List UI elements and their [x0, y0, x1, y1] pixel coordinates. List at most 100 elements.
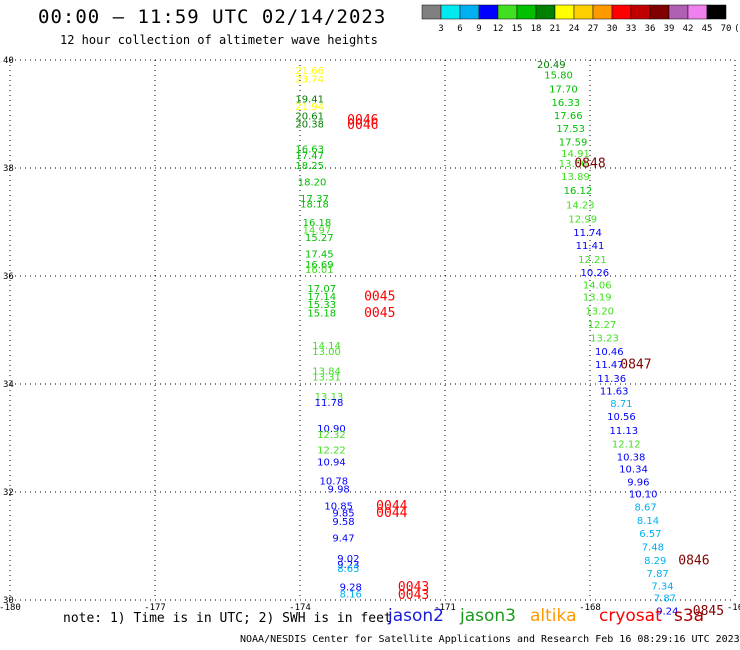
- swh-data-point: 13.31: [312, 373, 341, 384]
- colorbar-swatch: [668, 4, 689, 20]
- colorbar-label: 36: [645, 24, 656, 34]
- swh-data-point: 8.67: [634, 503, 656, 514]
- pass-time-label: 0044: [376, 499, 407, 514]
- footer-credit: NOAA/NESDIS Center for Satellite Applica…: [240, 634, 740, 645]
- swh-data-point: 13.84: [312, 367, 341, 378]
- footer-note: note: 1) Time is in UTC; 2) SWH is in fe…: [63, 611, 392, 626]
- swh-data-point: 7.87: [647, 569, 669, 580]
- pass-time-label: 0046: [347, 118, 378, 133]
- swh-data-point: 9.96: [627, 477, 649, 488]
- colorbar-label: 45: [702, 24, 713, 34]
- swh-data-point: 9.58: [332, 517, 354, 528]
- swh-data-point: 8.14: [637, 516, 659, 527]
- swh-data-point: 11.63: [600, 387, 629, 398]
- legend-cryosat: cryosat: [599, 606, 662, 626]
- swh-data-point: 17.59: [559, 138, 588, 149]
- swh-data-point: 13.89: [561, 172, 590, 183]
- swh-data-point: 12.22: [317, 445, 346, 456]
- colorbar-label: 9: [476, 24, 481, 34]
- swh-data-point: 17.37: [300, 194, 329, 205]
- x-tick-label: -174: [289, 603, 311, 613]
- colorbar-swatch: [592, 4, 613, 20]
- colorbar-label: 18: [531, 24, 542, 34]
- colorbar-label: 42: [683, 24, 694, 34]
- colorbar-swatch: [611, 4, 632, 20]
- colorbar-label: 15: [512, 24, 523, 34]
- swh-data-point: 23.74: [295, 74, 324, 85]
- swh-data-point: 12.21: [578, 255, 607, 266]
- swh-data-point: 9.24: [656, 606, 678, 617]
- x-tick-label: -168: [579, 603, 601, 613]
- swh-data-point: 17.47: [295, 151, 324, 162]
- swh-data-point: 9.23: [337, 560, 359, 571]
- swh-data-point: 9.02: [337, 554, 359, 565]
- pass-time-label: 0045: [364, 306, 395, 321]
- swh-data-point: 17.66: [554, 111, 583, 122]
- x-tick-label: -171: [434, 603, 456, 613]
- pass-time-label: 0046: [347, 113, 378, 128]
- swh-data-point: 11.74: [573, 228, 602, 239]
- swh-data-point: 18.18: [300, 200, 329, 211]
- swh-data-point: 12.27: [588, 320, 617, 331]
- pass-time-label: 0044: [376, 506, 407, 521]
- swh-data-point: 8.16: [340, 590, 362, 601]
- swh-data-point: 7.48: [642, 543, 664, 554]
- swh-data-point: 12.12: [612, 439, 641, 450]
- x-tick-label: -16: [727, 603, 740, 613]
- swh-data-point: 17.45: [305, 249, 334, 260]
- swh-data-point: 17.53: [556, 124, 585, 135]
- swh-data-point: 15.18: [307, 308, 336, 319]
- swh-data-point: 20.49: [537, 60, 566, 71]
- colorbar-swatch: [649, 4, 670, 20]
- colorbar-label: 21: [550, 24, 561, 34]
- colorbar-label: 24: [569, 24, 580, 34]
- y-tick-label: 38: [3, 164, 14, 174]
- colorbar-label: 12: [493, 24, 504, 34]
- pass-time-label: 0045: [364, 290, 395, 305]
- colorbar-swatch: [706, 4, 727, 20]
- swh-data-point: 11.41: [576, 241, 605, 252]
- swh-data-point: 11.13: [610, 426, 639, 437]
- y-tick-label: 40: [3, 56, 14, 66]
- swh-data-point: 10.38: [617, 452, 646, 463]
- colorbar-swatch: [421, 4, 442, 20]
- swh-data-point: 9.47: [332, 533, 354, 544]
- swh-data-point: 13.23: [590, 334, 619, 345]
- swh-data-point: 10.26: [581, 268, 610, 279]
- pass-time-label: 0848: [574, 157, 605, 172]
- swh-data-point: 14.14: [312, 341, 341, 352]
- swh-data-point: 21.94: [295, 102, 324, 113]
- swh-data-point: 17.14: [307, 292, 336, 303]
- y-tick-label: 36: [3, 272, 14, 282]
- swh-data-point: 14.91: [561, 149, 590, 160]
- swh-data-point: 16.63: [295, 145, 324, 156]
- colorbar-swatch: [687, 4, 708, 20]
- swh-data-point: 7.87: [654, 593, 676, 604]
- swh-data-point: 13.00: [312, 347, 341, 358]
- swh-data-point: 11.36: [597, 374, 626, 385]
- y-tick-label: 34: [3, 380, 14, 390]
- swh-data-point: 15.80: [544, 71, 573, 82]
- pass-time-label: 0043: [398, 588, 429, 603]
- swh-data-point: 20.38: [295, 119, 324, 130]
- colorbar-swatch: [554, 4, 575, 20]
- swh-data-point: 10.78: [320, 477, 349, 488]
- swh-data-point: 21.66: [295, 66, 324, 77]
- chart-subtitle: 12 hour collection of altimeter wave hei…: [60, 33, 378, 47]
- swh-data-point: 16.33: [552, 98, 581, 109]
- colorbar-label: 30: [607, 24, 618, 34]
- swh-data-point: 9.85: [332, 509, 354, 520]
- swh-data-point: 8.29: [644, 556, 666, 567]
- colorbar-swatch: [478, 4, 499, 20]
- colorbar-label: (ft): [734, 24, 740, 34]
- swh-data-point: 10.46: [595, 347, 624, 358]
- swh-data-point: 20.61: [295, 112, 324, 123]
- swh-data-point: 17.70: [549, 85, 578, 96]
- swh-data-point: 10.85: [324, 502, 353, 513]
- swh-data-point: 13.66: [559, 159, 588, 170]
- swh-data-point: 11.47: [595, 360, 624, 371]
- colorbar-label: 33: [626, 24, 637, 34]
- swh-data-point: 16.69: [305, 260, 334, 271]
- chart-title: 00:00 – 11:59 UTC 02/14/2023: [38, 6, 387, 28]
